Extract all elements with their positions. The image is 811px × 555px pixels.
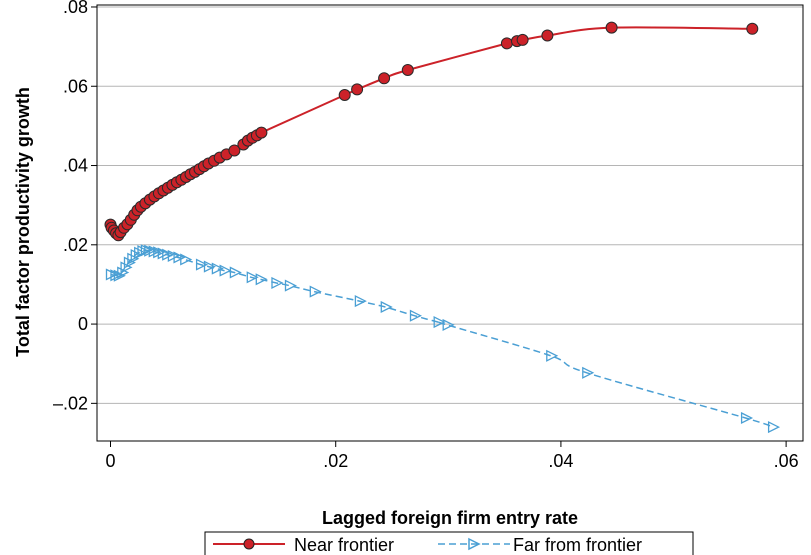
near-frontier-point: [516, 33, 529, 46]
far-from-frontier-point: [120, 261, 133, 274]
gridlines: [97, 6, 803, 404]
y-tick-label: 0: [78, 314, 88, 334]
far-from-frontier-point: [180, 253, 193, 266]
far-from-frontier-point: [284, 279, 297, 292]
far-from-frontier-point: [767, 421, 781, 434]
near-frontier-point: [255, 126, 268, 139]
x-tick-label: .06: [774, 451, 799, 471]
far-from-frontier-point: [380, 300, 393, 314]
y-axis-title: Total factor productivity growth: [13, 87, 33, 357]
far-from-frontier-point: [123, 256, 136, 269]
y-tick-label: .02: [63, 235, 88, 255]
legend-item-far-from-frontier: Far from frontier: [438, 535, 642, 555]
far-from-frontier-point: [203, 260, 216, 273]
near-frontier-point: [228, 144, 241, 157]
far-from-frontier-point: [219, 264, 232, 277]
far-from-frontier-point: [546, 349, 559, 362]
far-from-frontier-point: [229, 266, 242, 279]
far-from-frontier-point: [211, 262, 224, 275]
far-from-frontier-point: [271, 276, 284, 289]
near-frontier-point: [401, 64, 414, 76]
series: [104, 21, 781, 434]
y-tick-label: .04: [63, 156, 88, 176]
near-frontier-point: [338, 89, 351, 101]
far-from-frontier-point: [309, 285, 322, 298]
legend-near-frontier-label: Near frontier: [294, 535, 394, 555]
far-from-frontier-point: [354, 295, 367, 308]
near-frontier-point: [378, 72, 391, 85]
far-from-frontier-point: [140, 244, 153, 257]
far-from-frontier-point: [127, 252, 140, 265]
x-tick-label: 0: [106, 451, 116, 471]
far-from-frontier-point: [740, 411, 754, 425]
legend-far-from-frontier-marker: [468, 537, 481, 551]
far-from-frontier-line: [110, 249, 773, 428]
near-frontier-point: [500, 37, 513, 50]
y-tick-label: .08: [63, 0, 88, 17]
far-from-frontier-point: [167, 249, 180, 262]
near-frontier-point: [746, 22, 759, 35]
x-tick-label: .04: [548, 451, 573, 471]
plot-area-frame: [96, 4, 804, 442]
far-from-frontier-point: [110, 269, 123, 282]
legend-far-from-frontier-label: Far from frontier: [513, 535, 642, 555]
near-frontier-point: [351, 83, 364, 96]
x-axis-title: Lagged foreign firm entry rate: [322, 508, 578, 528]
x-tick-label: .02: [323, 451, 348, 471]
far-from-frontier-point: [113, 269, 126, 282]
far-from-frontier-point: [195, 258, 209, 271]
near-frontier-line: [109, 26, 753, 237]
far-from-frontier-point: [246, 271, 259, 284]
legend-item-near-frontier: Near frontier: [213, 535, 394, 555]
far-from-frontier-point: [582, 366, 595, 379]
legend: Near frontier Far from frontier: [204, 531, 694, 555]
far-from-frontier-point: [173, 251, 186, 264]
far-from-frontier-point: [137, 245, 150, 258]
y-tick-label: –.02: [53, 393, 88, 413]
far-from-frontier-point: [442, 318, 455, 331]
near-frontier-point: [605, 21, 618, 34]
far-from-frontier-point: [255, 273, 268, 286]
axes: –.02 0 .02 .04 .06 .08 0 .02 .04 .06: [53, 0, 799, 471]
far-from-frontier-point: [409, 309, 422, 322]
far-from-frontier-point: [433, 316, 446, 329]
legend-near-frontier-marker: [243, 538, 255, 550]
near-frontier-point: [541, 29, 554, 42]
far-from-frontier-point: [117, 266, 130, 279]
y-tick-label: .06: [63, 76, 88, 96]
